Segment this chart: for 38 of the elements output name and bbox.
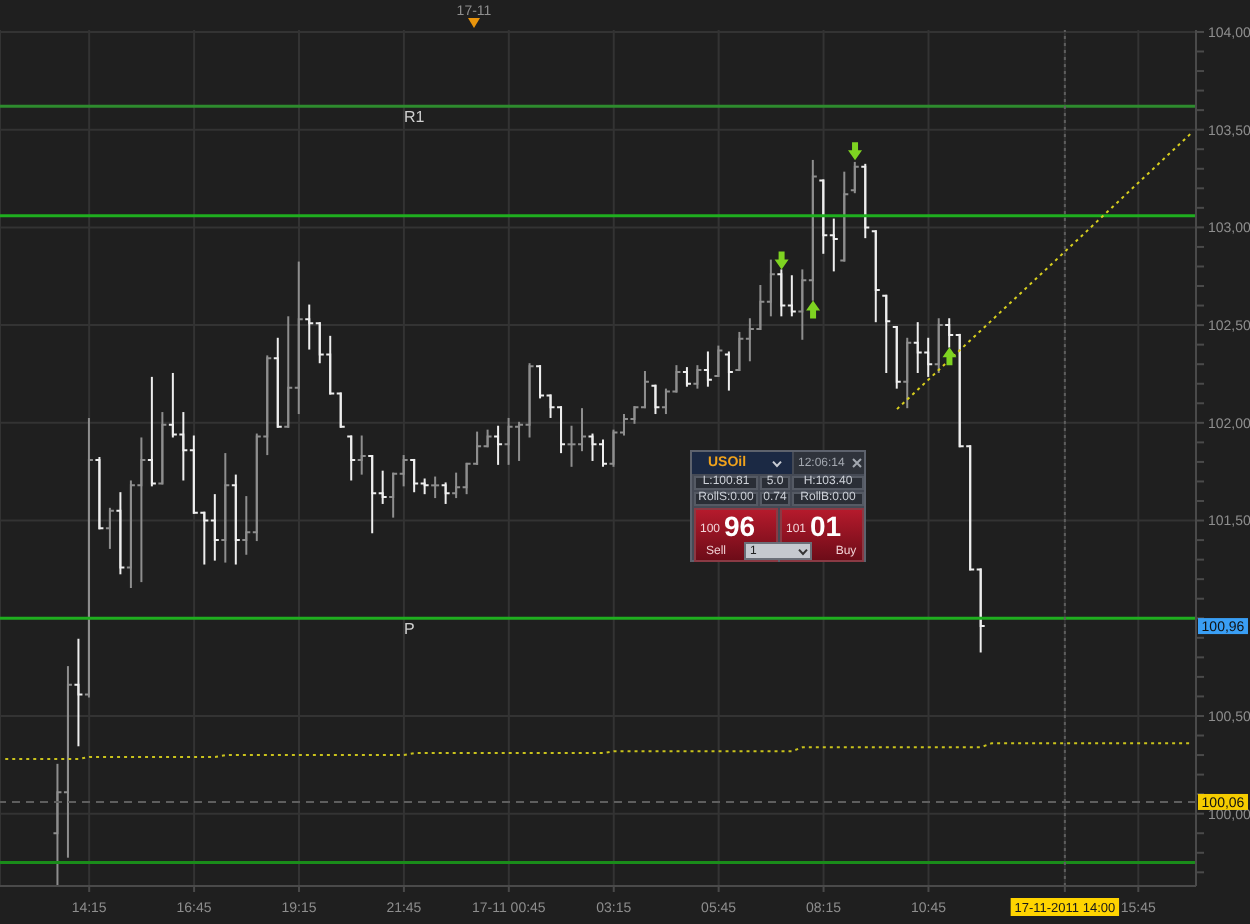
point [848, 142, 863, 161]
candlestick [272, 336, 283, 429]
candlestick [73, 637, 84, 748]
candlestick [902, 336, 913, 410]
candlestick [692, 364, 703, 390]
point [774, 251, 789, 270]
candlestick [713, 344, 724, 378]
candlestick [146, 375, 157, 488]
candlestick [839, 170, 850, 263]
line-series [4, 742, 1192, 760]
candlestick [702, 350, 713, 388]
candlestick [230, 473, 241, 566]
candlestick [849, 160, 860, 195]
candlestick [860, 162, 871, 240]
candlestick [83, 416, 94, 699]
ref-line-label: R1 [404, 107, 426, 126]
candlestick [115, 491, 126, 576]
ref-line-label: P [404, 619, 415, 638]
candlestick [650, 383, 661, 416]
point [806, 300, 821, 319]
candlestick [440, 481, 451, 505]
candlestick [933, 317, 944, 375]
candlestick [430, 475, 441, 500]
candlestick [220, 452, 231, 564]
candlestick [157, 411, 168, 486]
candlestick [356, 434, 367, 476]
candlestick [493, 424, 504, 466]
annotation: 96 [724, 510, 756, 542]
candlestick [881, 293, 892, 375]
candlestick [870, 229, 881, 324]
annotation: 01 [810, 510, 842, 542]
candlestick [891, 325, 902, 390]
point [942, 347, 957, 366]
candlestick [346, 434, 357, 482]
candlestick [723, 350, 734, 392]
candlestick [681, 366, 692, 388]
candlestick [94, 456, 105, 531]
candlestick [104, 506, 115, 550]
